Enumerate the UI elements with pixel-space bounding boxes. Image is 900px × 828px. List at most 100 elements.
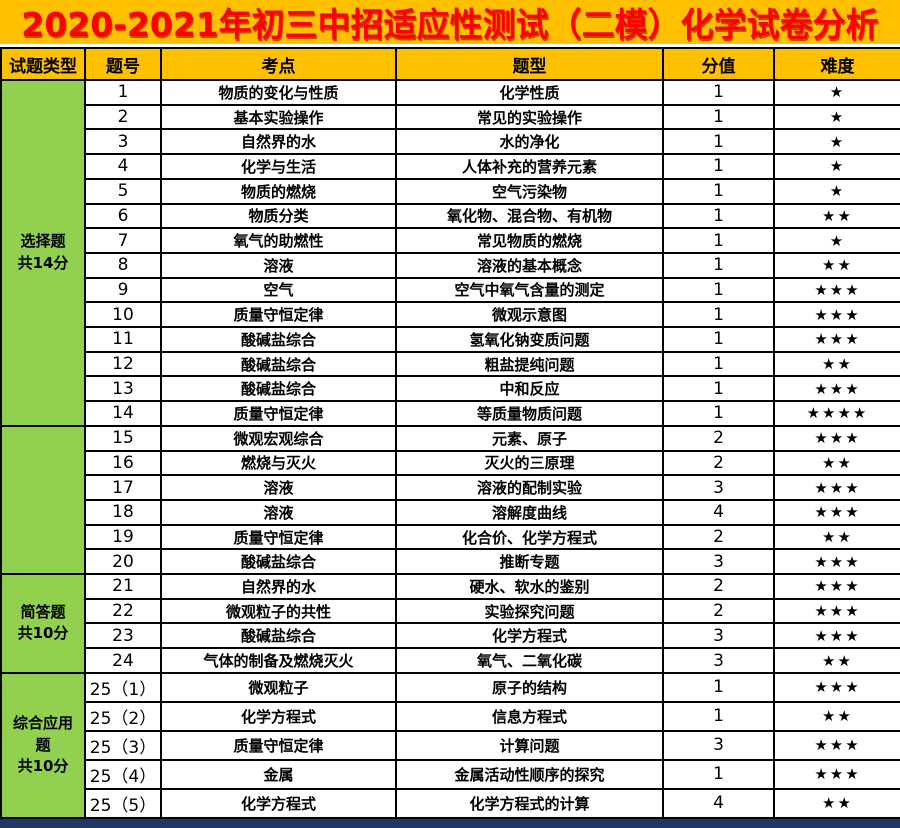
title-divider [0, 44, 900, 47]
table-row: 9 空气 空气中氧气含量的测定 1 ★★★ [1, 276, 900, 304]
table-row: 7 氧气的助燃性 常见物质的燃烧 1 ★ [1, 227, 900, 254]
header-row: 试题类型 题号 考点 题型 分值 难度 [0, 47, 900, 81]
difficulty-stars-cell: ★★★ [773, 301, 900, 329]
question-type-cell: 溶液的配制实验 [395, 474, 664, 501]
score-cell: 1 [662, 276, 775, 304]
question-category-cell: 选择题 共14分 [0, 79, 86, 427]
topic-cell: 质量守恒定律 [160, 301, 397, 329]
difficulty-stars-cell: ★★ [773, 523, 900, 551]
score-cell: 1 [662, 103, 775, 131]
difficulty-stars-cell: ★ [773, 103, 900, 131]
score-cell: 1 [662, 758, 775, 790]
question-type-cell: 溶解度曲线 [395, 498, 664, 526]
topic-cell: 质量守恒定律 [160, 729, 397, 761]
score-cell: 3 [662, 729, 775, 761]
table-row: 14 质量守恒定律 等质量物质问题 1 ★★★★ [1, 400, 900, 427]
question-category-label-line: 综合应用 [12, 713, 73, 732]
question-category-label-line: 共14分 [17, 253, 69, 272]
table-row: 10 质量守恒定律 微观示意图 1 ★★★ [1, 301, 900, 329]
table-row: 19 质量守恒定律 化合价、化学方程式 2 ★★ [1, 523, 900, 551]
table-row: 11 酸碱盐综合 氢氧化钠变质问题 1 ★★★ [1, 326, 900, 353]
topic-cell: 燃烧与灭火 [160, 449, 397, 477]
header-score: 分值 [662, 47, 775, 81]
question-number-cell: 24 [84, 647, 162, 674]
topic-cell: 酸碱盐综合 [160, 350, 397, 378]
difficulty-stars-cell: ★★★ [773, 548, 900, 576]
difficulty-stars-cell: ★★★ [773, 474, 900, 501]
question-number-cell: 25（5） [84, 787, 162, 820]
topic-cell: 微观粒子 [160, 671, 397, 703]
topic-cell: 溶液 [160, 474, 397, 501]
question-number-cell: 20 [84, 548, 162, 576]
page-title: 2020-2021年初三中招适应性测试（二模）化学试卷分析 [21, 5, 879, 44]
topic-cell: 金属 [160, 758, 397, 790]
table-row: 23 酸碱盐综合 化学方程式 3 ★★★ [1, 622, 900, 650]
difficulty-stars-cell: ★★ [773, 787, 900, 820]
topic-cell: 酸碱盐综合 [160, 326, 397, 353]
question-category-label-line: 共10分 [17, 757, 69, 776]
score-cell: 2 [662, 424, 775, 452]
table-row: 13 酸碱盐综合 中和反应 1 ★★★ [1, 375, 900, 403]
score-cell: 2 [662, 597, 775, 625]
table-row: 24 气体的制备及燃烧灭火 氧气、二氧化碳 3 ★★ [1, 647, 900, 674]
topic-cell: 物质分类 [160, 202, 397, 230]
table-row: 选择题 共14分 1 物质的变化与性质 化学性质 1 ★ [0, 79, 900, 427]
score-cell: 3 [662, 548, 775, 576]
difficulty-stars-cell: ★ [773, 227, 900, 254]
score-cell: 1 [662, 326, 775, 353]
score-cell: 1 [662, 671, 775, 703]
topic-cell: 基本实验操作 [160, 103, 397, 131]
score-cell: 1 [662, 251, 775, 279]
difficulty-stars-cell: ★★★★ [773, 400, 900, 427]
difficulty-stars-cell: ★★★ [773, 276, 900, 304]
difficulty-stars-cell: ★★★ [773, 573, 900, 600]
topic-cell: 物质的变化与性质 [160, 79, 397, 106]
table-row: 8 溶液 溶液的基本概念 1 ★★ [1, 251, 900, 279]
topic-cell: 化学方程式 [160, 700, 397, 732]
question-number-cell: 17 [84, 474, 162, 501]
question-type-cell: 常见的实验操作 [395, 103, 664, 131]
topic-cell: 化学方程式 [160, 787, 397, 820]
question-type-cell: 人体补充的营养元素 [395, 153, 664, 180]
table-row: 简答题 共10分 21 自然界的水 硬水、软水的鉴别 2 ★★★ [0, 573, 900, 674]
difficulty-stars-cell: ★★★ [773, 671, 900, 703]
difficulty-stars-cell: ★★★ [773, 729, 900, 761]
question-number-cell: 1 [84, 79, 162, 106]
question-type-cell: 原子的结构 [395, 671, 664, 703]
exam-analysis-table: 试题类型 题号 考点 题型 分值 难度 选择题 共14分 1 物质的变化与性质 化学性质… [0, 47, 900, 820]
question-type-cell: 实验探究问题 [395, 597, 664, 625]
table-row: 18 溶液 溶解度曲线 4 ★★★ [1, 498, 900, 526]
question-number-cell: 8 [84, 251, 162, 279]
question-type-cell: 水的净化 [395, 128, 664, 156]
score-cell: 3 [662, 622, 775, 650]
question-number-cell: 13 [84, 375, 162, 403]
score-cell: 1 [662, 128, 775, 156]
topic-cell: 质量守恒定律 [160, 523, 397, 551]
question-number-cell: 15 [84, 424, 162, 452]
score-cell: 1 [662, 375, 775, 403]
question-number-cell: 25（2） [84, 700, 162, 732]
table-row: 20 酸碱盐综合 推断专题 3 ★★★ [1, 548, 900, 576]
difficulty-stars-cell: ★★ [773, 251, 900, 279]
question-type-cell: 氧化物、混合物、有机物 [395, 202, 664, 230]
question-number-cell: 5 [84, 177, 162, 205]
score-cell: 1 [662, 700, 775, 732]
question-type-cell: 硬水、软水的鉴别 [395, 573, 664, 600]
question-type-cell: 溶液的基本概念 [395, 251, 664, 279]
table-row: 22 微观粒子的共性 实验探究问题 2 ★★★ [1, 597, 900, 625]
score-cell: 1 [662, 227, 775, 254]
question-number-cell: 4 [84, 153, 162, 180]
question-number-cell: 7 [84, 227, 162, 254]
difficulty-stars-cell: ★★★ [773, 622, 900, 650]
table-row: 综合应用题共10分 25（1） 微观粒子 原子的结构 1 ★★★ [0, 671, 900, 820]
topic-cell: 空气 [160, 276, 397, 304]
topic-cell: 溶液 [160, 498, 397, 526]
question-type-cell: 化学性质 [395, 79, 664, 106]
score-cell: 1 [662, 400, 775, 427]
table-row: 16 燃烧与灭火 灭火的三原理 2 ★★ [1, 449, 900, 477]
header-difficulty: 难度 [773, 47, 900, 81]
table-row: 4 化学与生活 人体补充的营养元素 1 ★ [1, 153, 900, 180]
question-number-cell: 9 [84, 276, 162, 304]
score-cell: 4 [662, 787, 775, 820]
